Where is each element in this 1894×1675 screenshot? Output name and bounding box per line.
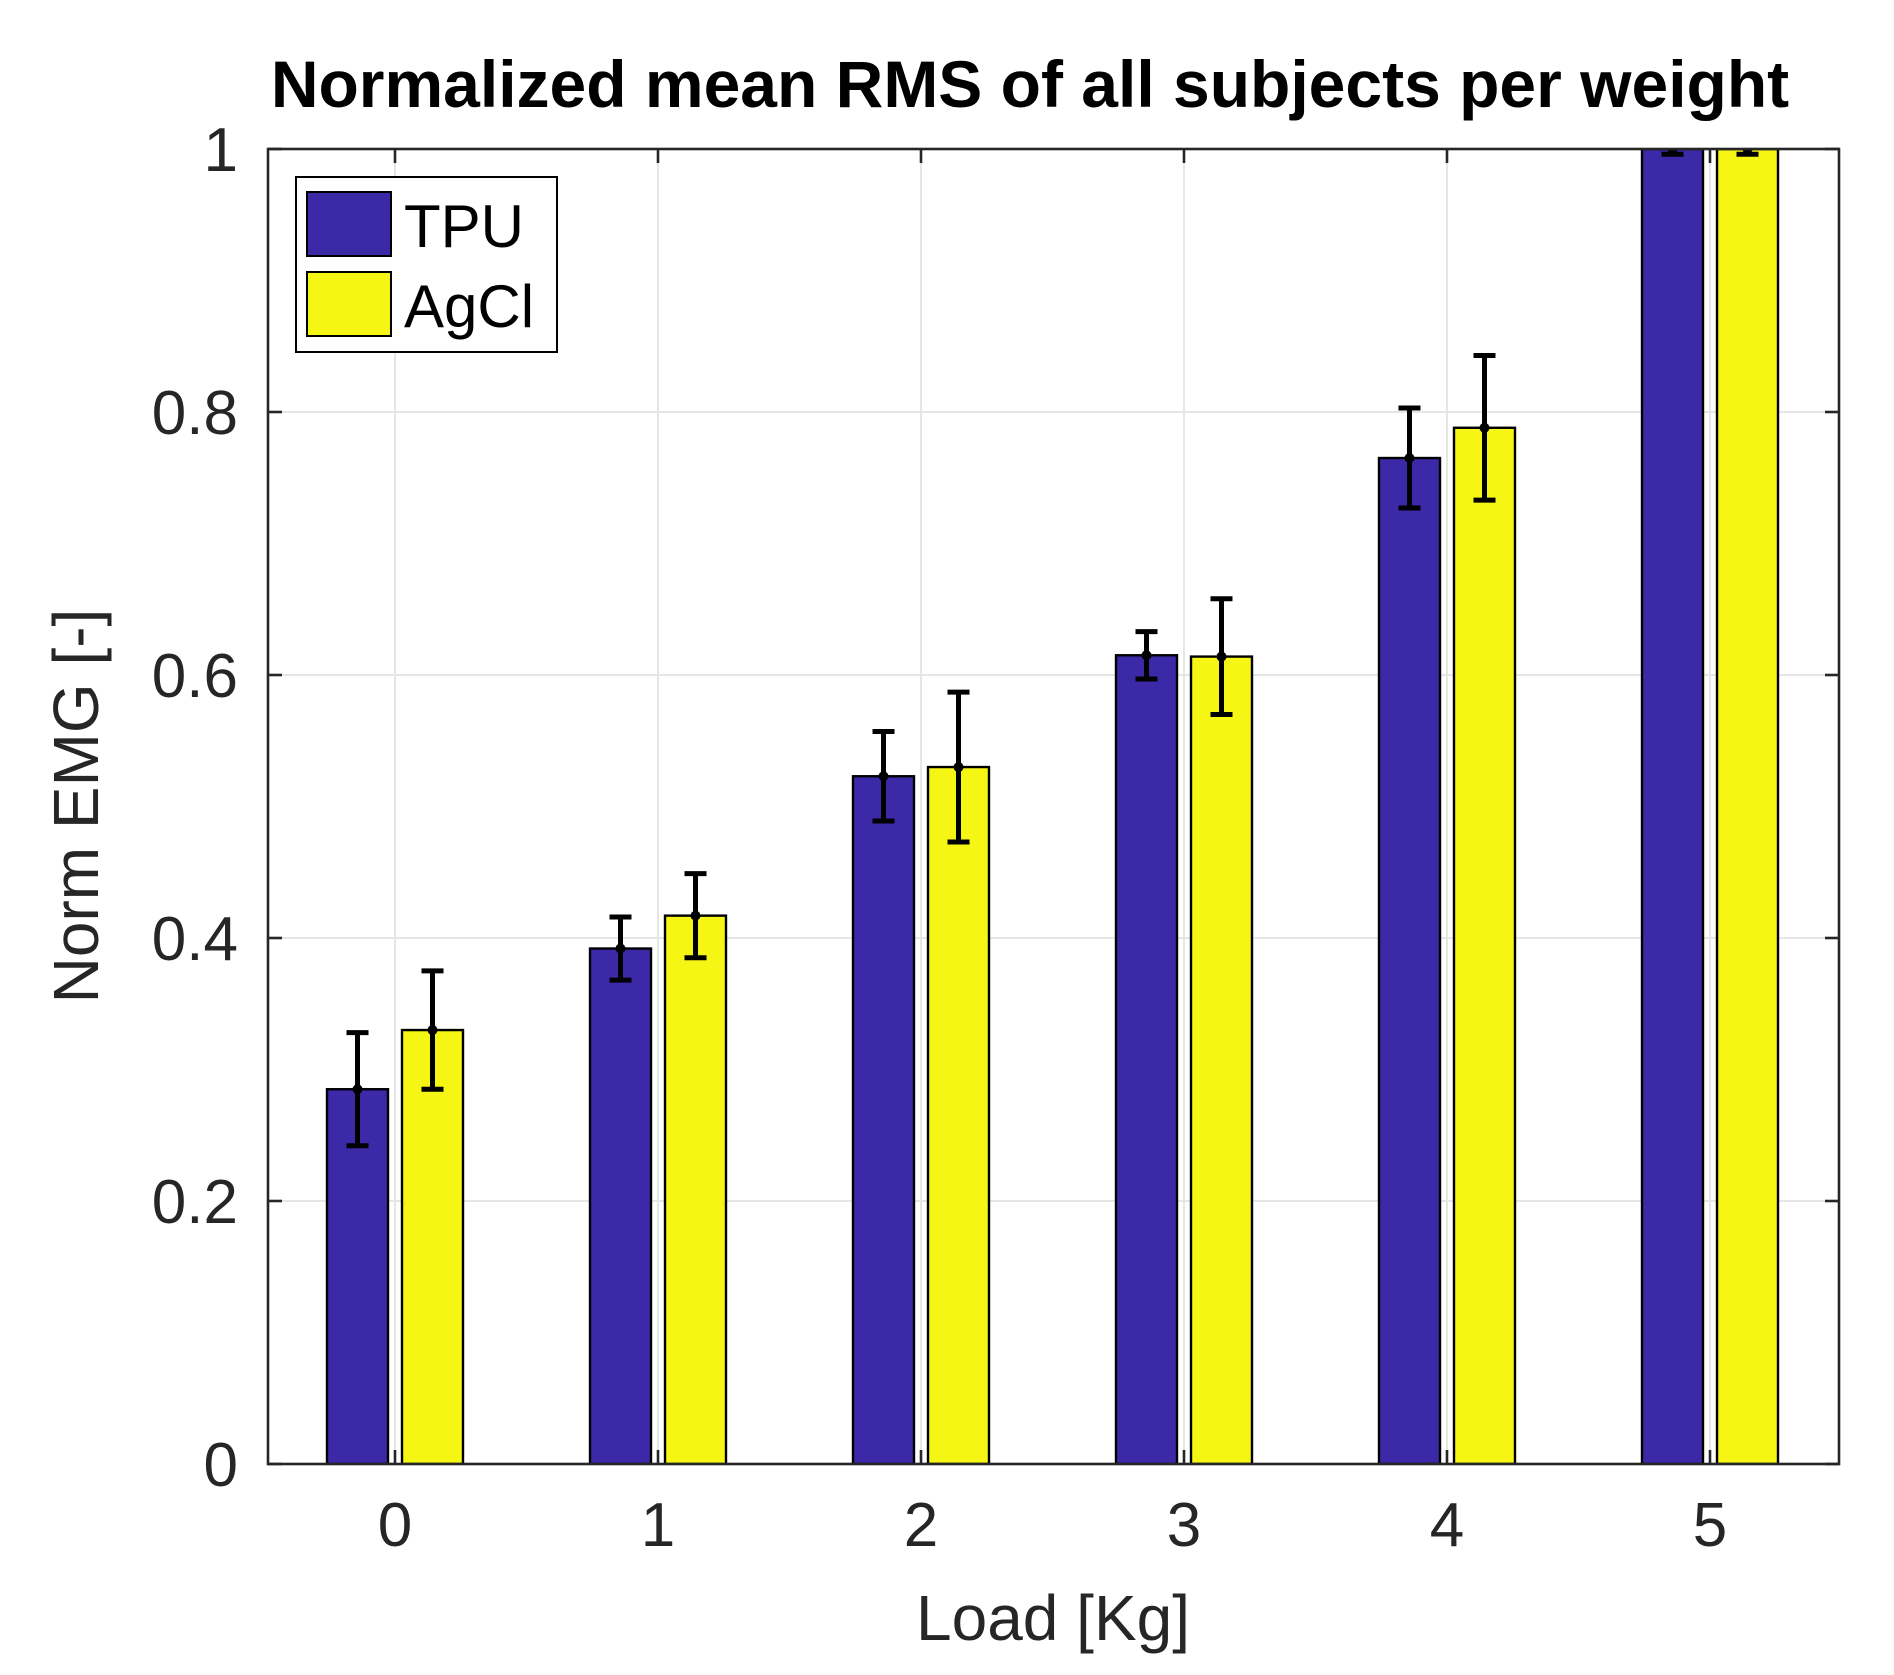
y-tick-label-1: 1 bbox=[204, 116, 238, 185]
error-bars bbox=[346, 149, 1759, 1149]
error-bar-tpu-4 bbox=[1398, 405, 1421, 511]
x-tick-labels: 0 1 2 3 4 5 bbox=[378, 1491, 1727, 1560]
x-tick-label-5: 5 bbox=[1693, 1491, 1727, 1560]
error-bar-agcl-4 bbox=[1473, 352, 1496, 503]
x-tick-label-1: 1 bbox=[641, 1491, 675, 1560]
bar-tpu-0 bbox=[325, 1088, 390, 1464]
y-tick-label-0: 0 bbox=[204, 1431, 238, 1500]
bar-tpu-2 bbox=[851, 775, 916, 1464]
bar-agcl-1 bbox=[663, 914, 728, 1464]
bar-agcl-4 bbox=[1452, 426, 1517, 1464]
error-bar-tpu-3 bbox=[1135, 629, 1158, 682]
error-bar-agcl-1 bbox=[684, 871, 707, 961]
legend: TPU AgCl bbox=[295, 176, 558, 353]
bar-tpu-3 bbox=[1114, 654, 1179, 1464]
x-tick-label-2: 2 bbox=[904, 1491, 938, 1560]
y-tick-label-0.8: 0.8 bbox=[152, 379, 238, 448]
x-tick-label-4: 4 bbox=[1430, 1491, 1464, 1560]
x-axis-label: Load [Kg] bbox=[916, 1582, 1190, 1654]
plot-border bbox=[266, 147, 1841, 1466]
y-tick-label-0.2: 0.2 bbox=[152, 1168, 238, 1237]
bar-tpu-4 bbox=[1377, 456, 1442, 1464]
bars bbox=[325, 149, 1780, 1464]
x-tick-label-3: 3 bbox=[1167, 1491, 1201, 1560]
bar-tpu-1 bbox=[588, 947, 653, 1464]
error-bar-tpu-2 bbox=[872, 729, 895, 824]
error-bar-tpu-0 bbox=[346, 1030, 369, 1149]
y-axis-label: Norm EMG [-] bbox=[40, 609, 112, 1004]
y-tick-labels: 0 0.2 0.4 0.6 0.8 1 bbox=[152, 116, 238, 1500]
bar-agcl-5 bbox=[1715, 149, 1780, 1464]
y-tick-label-0.6: 0.6 bbox=[152, 642, 238, 711]
axes-box bbox=[266, 147, 1841, 1466]
legend-swatch-agcl bbox=[306, 271, 392, 337]
error-bar-agcl-2 bbox=[947, 689, 970, 845]
legend-label-tpu: TPU bbox=[404, 193, 524, 260]
error-bar-agcl-0 bbox=[421, 968, 444, 1092]
bar-tpu-5 bbox=[1640, 149, 1705, 1464]
bar-agcl-0 bbox=[400, 1028, 465, 1464]
y-tick-label-0.4: 0.4 bbox=[152, 905, 238, 974]
error-bar-agcl-3 bbox=[1210, 596, 1233, 717]
bar-agcl-2 bbox=[926, 765, 991, 1464]
chart-title: Normalized mean RMS of all subjects per … bbox=[271, 47, 1789, 121]
legend-swatch-tpu bbox=[306, 191, 392, 257]
bar-agcl-3 bbox=[1189, 655, 1254, 1464]
error-bar-tpu-1 bbox=[609, 914, 632, 983]
legend-label-agcl: AgCl bbox=[404, 273, 534, 340]
x-tick-label-0: 0 bbox=[378, 1491, 412, 1560]
